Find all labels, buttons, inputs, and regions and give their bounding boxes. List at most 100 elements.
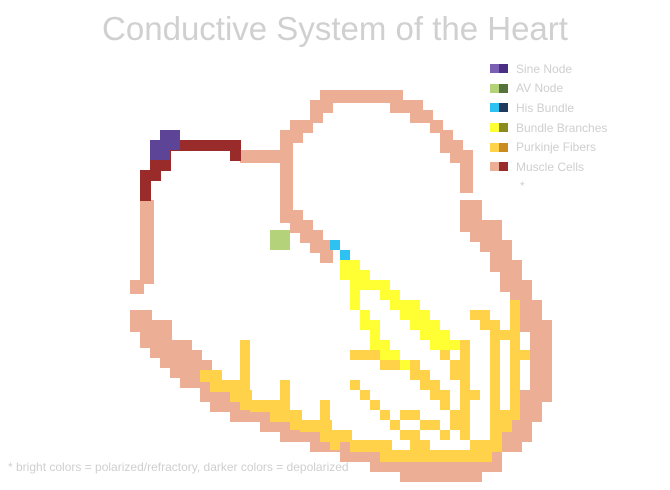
legend-star-row: * <box>490 177 607 197</box>
muscle-cell <box>410 100 423 113</box>
muscle-cell <box>290 120 303 133</box>
legend-swatch-dark <box>499 162 508 172</box>
purkinje-fiber <box>340 430 352 442</box>
purkinje-fiber <box>460 350 470 360</box>
muscle-cell <box>380 90 393 103</box>
purkinje-fiber <box>270 400 282 412</box>
purkinje-fiber <box>510 330 520 340</box>
purkinje-fiber <box>490 350 500 360</box>
legend-swatch-dark <box>499 142 508 152</box>
purkinje-fiber <box>240 350 250 360</box>
purkinje-fiber <box>500 330 510 340</box>
purkinje-fiber <box>450 360 460 370</box>
legend-item-av-node: AV Node <box>490 79 607 99</box>
bundle-branch <box>360 320 370 330</box>
purkinje-fiber <box>330 440 340 450</box>
purkinje-fiber <box>370 400 380 410</box>
bundle-branch <box>340 260 350 270</box>
muscle-cell-depolarized <box>220 140 231 151</box>
bundle-branch <box>400 310 410 320</box>
purkinje-fiber <box>410 370 420 380</box>
purkinje-fiber <box>380 440 392 452</box>
bundle-branch <box>420 310 430 320</box>
muscle-cell <box>280 160 293 173</box>
purkinje-fiber <box>480 450 492 462</box>
purkinje-fiber <box>400 410 410 420</box>
purkinje-fiber <box>350 350 360 360</box>
bundle-branch <box>410 310 420 320</box>
purkinje-fiber <box>420 370 430 380</box>
muscle-cell-depolarized <box>140 170 151 181</box>
muscle-cell <box>280 150 293 163</box>
muscle-cell <box>310 240 323 253</box>
purkinje-fiber <box>510 370 520 380</box>
purkinje-fiber <box>210 380 222 392</box>
muscle-cell <box>460 150 473 163</box>
purkinje-fiber <box>330 430 342 442</box>
bundle-branch <box>400 300 410 310</box>
purkinje-fiber <box>460 370 470 380</box>
bundle-branch <box>450 340 460 350</box>
bundle-branch <box>390 350 400 360</box>
purkinje-fiber <box>430 390 440 400</box>
purkinje-fiber <box>490 420 500 430</box>
bundle-branch <box>420 320 430 330</box>
bundle-branch <box>370 330 380 340</box>
muscle-cell <box>300 120 313 133</box>
legend-item-his-bundle: His Bundle <box>490 98 607 118</box>
purkinje-fiber <box>410 360 420 370</box>
purkinje-fiber <box>430 420 440 430</box>
purkinje-fiber <box>440 430 450 440</box>
purkinje-fiber <box>410 410 420 420</box>
bundle-branch <box>350 290 360 300</box>
bundle-branch <box>430 330 440 340</box>
purkinje-fiber <box>460 390 470 400</box>
purkinje-fiber <box>460 340 470 350</box>
purkinje-fiber <box>290 420 300 430</box>
bundle-branch <box>440 340 450 350</box>
purkinje-fiber <box>470 310 480 320</box>
muscle-cell <box>330 90 343 103</box>
purkinje-fiber <box>460 430 470 440</box>
legend-swatch-bright <box>490 142 499 152</box>
muscle-cell-depolarized <box>200 140 211 151</box>
muscle-cell <box>370 90 383 103</box>
legend-swatch-bright <box>490 83 499 93</box>
bundle-branch <box>440 330 450 340</box>
muscle-cell <box>300 220 313 233</box>
muscle-cell <box>280 190 293 203</box>
bundle-branch <box>380 350 390 360</box>
purkinje-fiber <box>400 450 412 462</box>
purkinje-fiber <box>460 420 470 430</box>
purkinje-fiber <box>470 390 480 400</box>
purkinje-fiber <box>440 350 450 360</box>
purkinje-fiber <box>200 370 212 382</box>
purkinje-fiber <box>450 370 460 380</box>
purkinje-fiber <box>490 410 500 420</box>
purkinje-fiber <box>510 340 520 350</box>
muscle-cell-depolarized <box>150 160 161 171</box>
purkinje-fiber <box>390 450 402 462</box>
his-bundle-cell <box>330 240 340 250</box>
purkinje-fiber <box>460 400 470 410</box>
purkinje-fiber <box>230 380 242 392</box>
muscle-cell <box>280 200 293 213</box>
purkinje-fiber <box>260 400 272 412</box>
purkinje-fiber <box>460 450 472 462</box>
legend-swatch-bright <box>490 162 499 172</box>
bundle-branch <box>420 330 430 340</box>
purkinje-fiber <box>320 400 330 410</box>
purkinje-fiber <box>430 380 440 390</box>
purkinje-fiber <box>280 410 290 420</box>
bundle-branch <box>370 320 380 330</box>
purkinje-fiber <box>440 450 452 462</box>
purkinje-fiber <box>210 370 222 382</box>
purkinje-fiber <box>460 380 470 390</box>
muscle-cell <box>310 110 323 123</box>
muscle-cell <box>250 150 263 163</box>
bundle-branch <box>360 270 370 280</box>
muscle-cell <box>320 250 333 263</box>
muscle-cell <box>320 90 333 103</box>
muscle-cell-depolarized <box>190 140 201 151</box>
purkinje-fiber <box>480 310 490 320</box>
